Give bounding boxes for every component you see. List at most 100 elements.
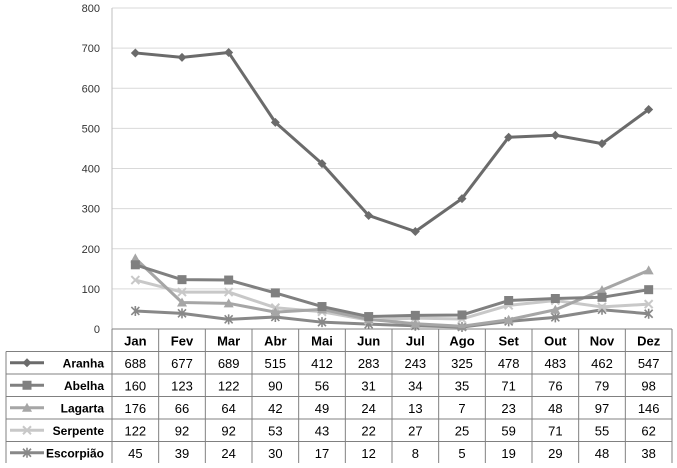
data-point-abelha: [644, 285, 654, 295]
y-tick-label: 800: [82, 3, 100, 15]
x-tick-label: Ago: [449, 333, 474, 348]
data-label: 45: [128, 446, 142, 461]
data-label: 92: [221, 423, 235, 438]
data-label: 19: [501, 446, 515, 461]
legend-label-abelha: Abelha: [64, 379, 104, 393]
data-label: 462: [591, 356, 613, 371]
data-point-lagarta: [643, 265, 654, 275]
data-point-abelha: [364, 312, 374, 322]
data-point-aranha: [317, 159, 327, 169]
data-label: 39: [175, 446, 189, 461]
data-label: 677: [171, 356, 193, 371]
x-tick-label: Mar: [217, 333, 240, 348]
data-label: 56: [315, 378, 329, 393]
data-point-legend-aranha: [22, 358, 32, 368]
data-label: 688: [124, 356, 146, 371]
data-point-lagarta: [177, 297, 187, 307]
data-point-aranha: [457, 194, 467, 204]
y-tick-label: 600: [82, 83, 100, 95]
data-point-escorpio: [317, 317, 327, 328]
y-tick-label: 700: [82, 43, 100, 55]
y-tick-label: 300: [82, 204, 100, 216]
data-point-lagarta: [270, 307, 281, 317]
data-label: 48: [595, 446, 609, 461]
data-point-aranha: [177, 52, 187, 62]
series-line-serpente: [134, 278, 649, 322]
data-label: 48: [548, 401, 562, 416]
data-point-legend-escorpio: [22, 447, 32, 458]
x-tick-label: Fev: [171, 333, 194, 348]
y-tick-label: 0: [94, 324, 100, 336]
data-point-abelha: [597, 292, 607, 302]
data-label: 24: [221, 446, 235, 461]
data-label: 160: [124, 378, 146, 393]
data-label: 79: [595, 378, 609, 393]
data-point-aranha: [270, 117, 280, 127]
x-tick-label: Abr: [264, 333, 286, 348]
data-label: 547: [638, 356, 660, 371]
data-point-lagarta: [457, 321, 467, 331]
legend-label-escorpio: Escorpião: [46, 446, 104, 460]
x-tick-label: Jun: [357, 333, 380, 348]
data-point-abelha: [224, 275, 234, 285]
x-tick-label: Jan: [124, 333, 146, 348]
y-tick-label: 500: [82, 123, 100, 135]
data-point-lagarta: [597, 285, 607, 295]
data-label: 42: [268, 401, 282, 416]
data-point-abelha: [550, 294, 560, 304]
data-point-escorpio: [177, 308, 187, 319]
data-point-aranha: [597, 139, 607, 149]
data-point-aranha: [410, 226, 420, 236]
data-label: 35: [455, 378, 469, 393]
data-label: 12: [361, 446, 375, 461]
data-label: 13: [408, 401, 422, 416]
data-point-aranha: [224, 48, 234, 58]
data-point-legend-serpente: [22, 425, 32, 435]
data-point-abelha: [410, 310, 420, 320]
data-label: 689: [218, 356, 240, 371]
series-line-aranha: [135, 51, 650, 233]
data-label: 55: [595, 423, 609, 438]
data-point-serpente: [177, 287, 187, 297]
data-label: 7: [458, 401, 465, 416]
data-point-legend-abelha: [22, 380, 32, 390]
data-point-serpente: [223, 287, 234, 297]
data-label: 31: [361, 378, 375, 393]
series-line-lagarta: [134, 257, 650, 328]
series-line-abelha: [134, 263, 649, 319]
data-label: 90: [268, 378, 282, 393]
data-label: 243: [404, 356, 426, 371]
data-point-escorpio: [130, 305, 140, 316]
data-point-serpente: [643, 299, 654, 309]
data-label: 5: [458, 446, 465, 461]
data-label: 62: [641, 423, 655, 438]
data-label: 176: [124, 401, 146, 416]
data-point-aranha: [504, 132, 514, 142]
data-point-serpente: [597, 302, 607, 312]
data-label: 22: [361, 423, 375, 438]
data-label: 515: [264, 356, 286, 371]
data-point-escorpio: [644, 308, 654, 319]
data-point-abelha: [317, 302, 327, 312]
data-label: 17: [315, 446, 329, 461]
data-label: 23: [501, 401, 515, 416]
data-label: 25: [455, 423, 469, 438]
data-label: 64: [221, 401, 235, 416]
x-tick-label: Set: [499, 333, 520, 348]
data-point-aranha: [130, 48, 140, 58]
data-label: 478: [498, 356, 520, 371]
series-line-escorpio: [135, 308, 649, 329]
data-label: 49: [315, 401, 329, 416]
data-label: 76: [548, 378, 562, 393]
data-point-lagarta: [410, 318, 421, 328]
data-label: 123: [171, 378, 193, 393]
data-label: 30: [268, 446, 282, 461]
legend-label-lagarta: Lagarta: [61, 401, 105, 415]
data-label: 71: [501, 378, 515, 393]
x-tick-label: Nov: [590, 333, 615, 348]
data-point-abelha: [504, 296, 514, 306]
data-label: 98: [641, 378, 655, 393]
data-point-lagarta: [550, 304, 561, 314]
